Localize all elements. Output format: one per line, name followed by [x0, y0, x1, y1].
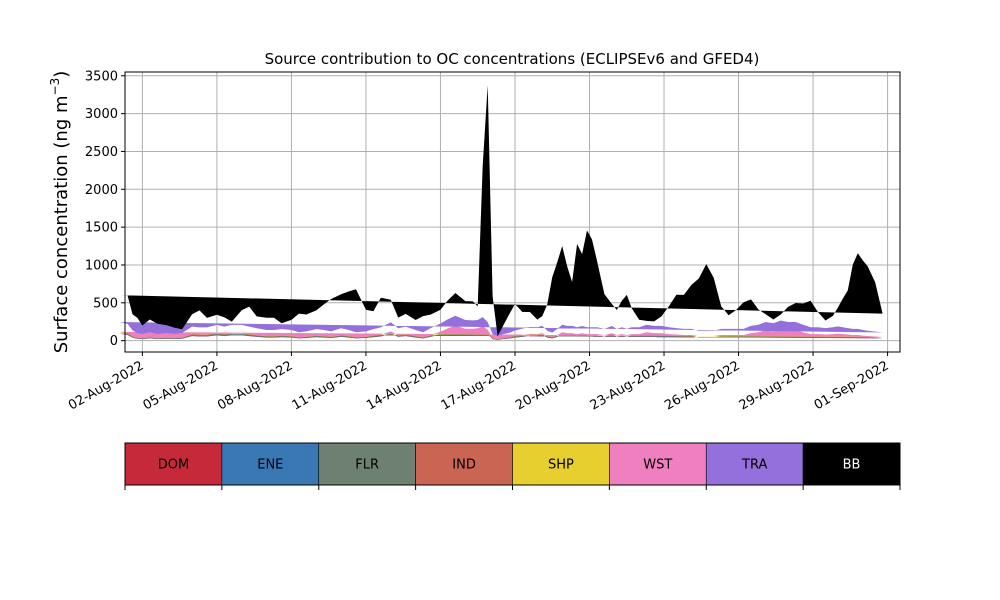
x-axis: 02-Aug-202205-Aug-202208-Aug-202211-Aug-…: [66, 352, 892, 414]
legend-swatch-shp: [512, 442, 610, 486]
y-tick-label: 500: [93, 296, 118, 311]
x-tick-label: 11-Aug-2022: [290, 358, 370, 413]
y-tick-label: 2000: [85, 183, 118, 198]
area-bb: [120, 85, 883, 337]
chart-title: Source contribution to OC concentrations…: [265, 50, 760, 68]
y-axis-label-exponent: −3: [48, 78, 62, 96]
area-dom: [120, 330, 883, 340]
x-tick-label: 23-Aug-2022: [588, 358, 668, 413]
x-tick-label: 26-Aug-2022: [662, 358, 742, 413]
x-tick-label: 17-Aug-2022: [439, 358, 519, 413]
x-tick-label: 29-Aug-2022: [737, 358, 817, 413]
y-axis-label: Surface concentration (ng m−3): [48, 71, 72, 354]
y-axis-label-main: Surface concentration (ng m: [51, 95, 72, 353]
legend-colorbar: DOM ENE FLR IND SHP WST TRA BB: [124, 442, 901, 490]
legend-label-flr: FLR: [355, 458, 379, 473]
legend-label-dom: DOM: [158, 458, 189, 473]
x-tick-label: 08-Aug-2022: [215, 358, 295, 413]
x-tick-label: 20-Aug-2022: [513, 358, 593, 413]
area-layer: [120, 85, 883, 340]
y-tick-label: 0: [110, 334, 118, 349]
y-axis-label-close: ): [51, 71, 72, 78]
legend-swatch-tra: [705, 442, 804, 486]
legend-label-ene: ENE: [257, 458, 283, 473]
y-tick-label: 3000: [85, 107, 118, 122]
plot-frame: [124, 71, 901, 353]
y-tick-label: 3500: [85, 69, 118, 84]
legend-label-wst: WST: [643, 458, 672, 473]
grid: [125, 72, 900, 352]
legend-label-tra: TRA: [741, 458, 767, 473]
legend-swatch-dom: [124, 442, 223, 486]
legend-frame: [124, 442, 901, 486]
area-ene: [120, 330, 883, 340]
legend-swatch-ind: [415, 442, 513, 486]
legend-label-bb: BB: [843, 458, 861, 473]
x-tick-label: 01-Sep-2022: [812, 358, 892, 413]
x-tick-label: 14-Aug-2022: [364, 358, 444, 413]
legend-swatch-flr: [318, 442, 416, 486]
area-tra: [120, 315, 883, 337]
legend-label-ind: IND: [452, 458, 476, 473]
y-tick-label: 2500: [85, 145, 118, 160]
y-tick-label: 1500: [85, 221, 118, 236]
x-tick-label: 05-Aug-2022: [141, 358, 221, 413]
y-tick-label: 1000: [85, 258, 118, 273]
area-wst: [120, 325, 883, 340]
y-axis: 0 500 1000 1500 2000 2500 3000 3500: [85, 69, 125, 349]
legend-label-shp: SHP: [548, 458, 574, 473]
area-flr: [120, 330, 883, 340]
x-tick-label: 02-Aug-2022: [66, 358, 146, 413]
